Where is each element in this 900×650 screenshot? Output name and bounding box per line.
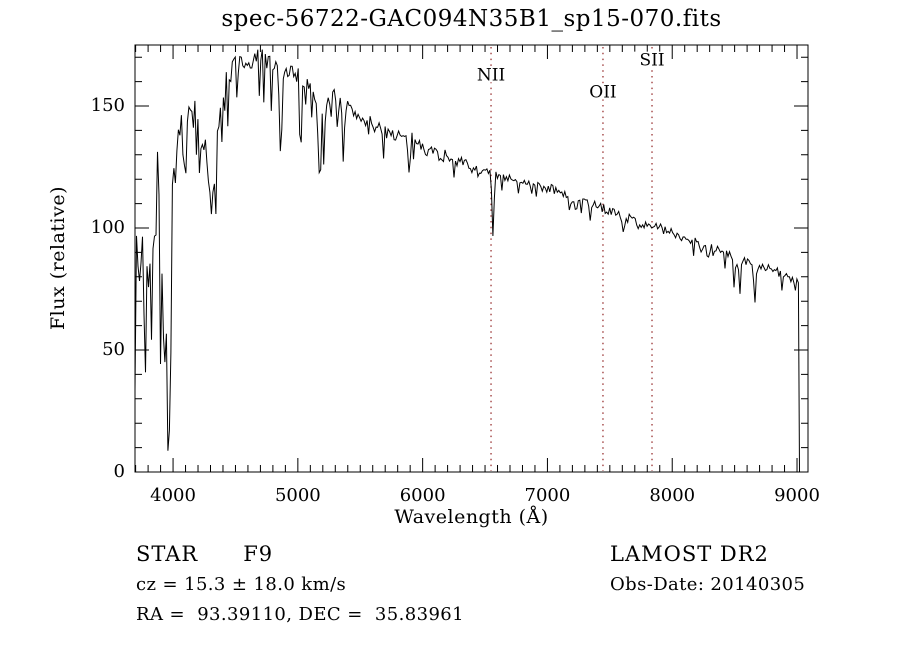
ra-dec-values: RA = 93.39110, DEC = 35.83961: [136, 604, 465, 625]
object-class-line: STAR F9: [136, 542, 273, 566]
object-subclass: F9: [243, 542, 274, 566]
x-tick-label-5000: 5000: [275, 485, 321, 506]
axis-ticks: [135, 45, 808, 473]
plot-frame: [134, 44, 809, 473]
spectral-line-label-oii: OII: [589, 82, 616, 102]
y-tick-label-50: 50: [102, 339, 125, 360]
survey-label: LAMOST DR2: [610, 542, 769, 566]
object-class: STAR: [136, 542, 199, 566]
plot-title: spec-56722-GAC094N35B1_sp15-070.fits: [221, 6, 722, 32]
obs-date: Obs-Date: 20140305: [610, 574, 806, 595]
spectral-line-label-bg-oii: [584, 83, 621, 100]
y-tick-label-0: 0: [114, 461, 125, 482]
x-tick-label-9000: 9000: [774, 485, 820, 506]
spectral-line-label-bg-nii: [473, 66, 510, 83]
x-tick-label-8000: 8000: [649, 485, 695, 506]
spectrum-trace: [134, 49, 800, 473]
x-axis-label: Wavelength (Å): [394, 506, 549, 528]
x-tick-label-6000: 6000: [400, 485, 446, 506]
spectral-line-label-nii: NII: [477, 65, 505, 85]
y-tick-label-150: 150: [91, 95, 125, 116]
y-tick-label-100: 100: [91, 217, 125, 238]
spectral-line-label-bg-sii: [634, 51, 671, 68]
x-tick-label-4000: 4000: [150, 485, 196, 506]
y-axis-label: Flux (relative): [47, 186, 69, 330]
spectral-line-label-sii: SII: [639, 51, 664, 71]
x-tick-label-7000: 7000: [525, 485, 571, 506]
cz-value: cz = 15.3 ± 18.0 km/s: [136, 574, 347, 595]
